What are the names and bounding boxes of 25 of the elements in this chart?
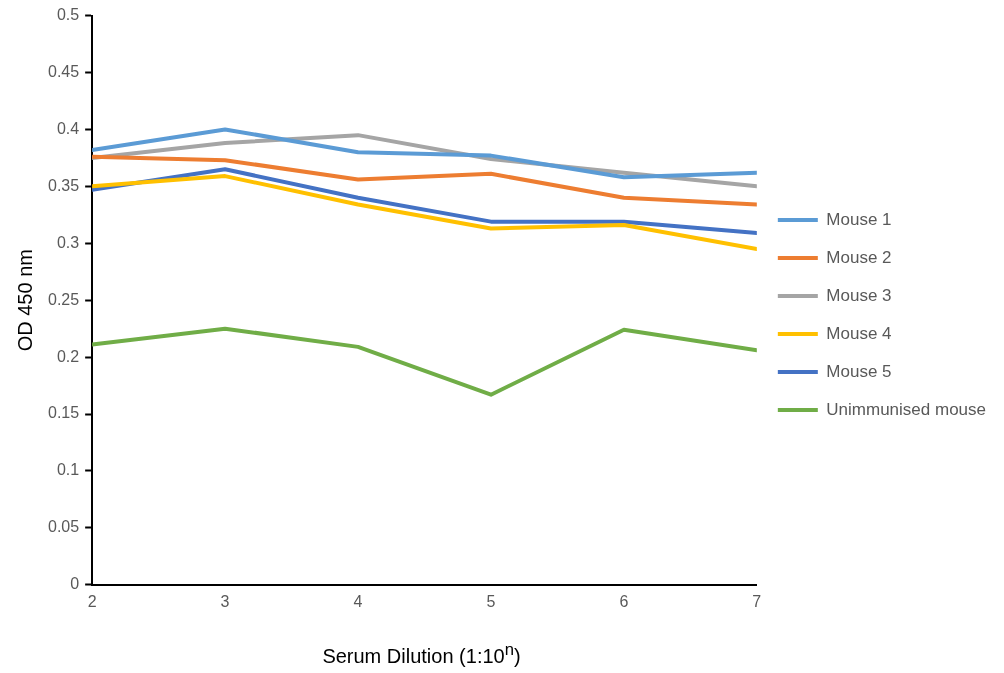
legend-label: Mouse 1 <box>826 209 892 229</box>
x-tick-label: 2 <box>87 592 97 610</box>
y-axis-title: OD 450 nm <box>13 249 36 352</box>
x-tick-label: 3 <box>220 592 230 610</box>
y-tick-label: 0.3 <box>56 233 80 251</box>
x-tick-label: 6 <box>619 592 629 610</box>
y-tick-label: 0.15 <box>48 404 80 422</box>
legend-label: Mouse 5 <box>826 361 892 381</box>
y-tick-label: 0.05 <box>48 518 80 536</box>
x-tick-label: 5 <box>486 592 496 610</box>
y-tick-label: 0.45 <box>48 62 80 80</box>
legend-label: Mouse 3 <box>826 285 892 305</box>
y-tick-label: 0 <box>70 575 80 593</box>
x-tick-label: 7 <box>752 592 762 610</box>
y-tick-label: 0.5 <box>56 6 80 24</box>
legend-label: Mouse 2 <box>826 247 892 267</box>
legend-label: Unimmunised mouse <box>826 399 987 419</box>
x-axis-title: Serum Dilution (1:10$^{n}$) <box>321 640 522 668</box>
y-tick-label: 0.35 <box>48 176 80 194</box>
y-tick-label: 0.4 <box>56 119 80 137</box>
legend-label: Mouse 4 <box>826 323 892 343</box>
y-tick-label: 0.25 <box>48 290 80 308</box>
x-tick-label: 4 <box>353 592 363 610</box>
y-tick-label: 0.2 <box>56 347 80 365</box>
y-tick-label: 0.1 <box>56 461 80 479</box>
